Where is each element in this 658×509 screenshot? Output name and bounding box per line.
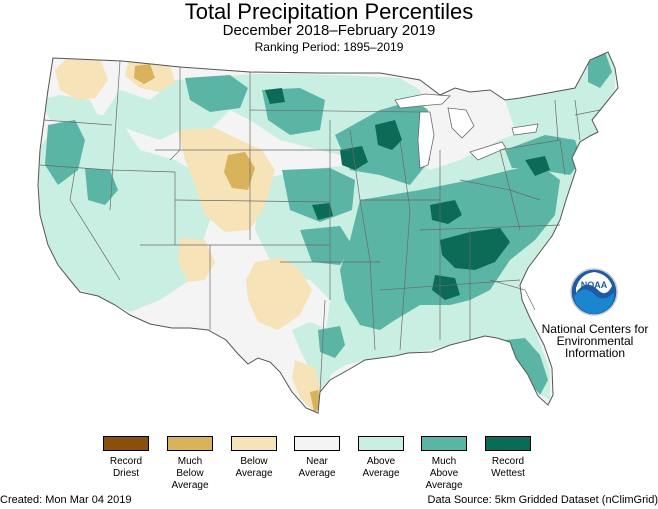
legend-swatch-record-driest [103, 436, 149, 451]
record-wettest-tennessee [440, 228, 510, 270]
much-below-average-wyoming [224, 152, 255, 190]
legend-swatch-near [294, 436, 340, 451]
much-above-average-kansas [300, 226, 352, 265]
much-above-average-oregon [45, 120, 85, 185]
ncei-name: National Centers for Environmental Infor… [535, 323, 655, 359]
above-average-northeast [505, 52, 615, 140]
record-wettest-dakota [265, 88, 285, 104]
lake-huron [447, 107, 475, 139]
record-wettest-pennsylvania [525, 156, 550, 176]
map-subtitle: December 2018–February 2019 [222, 22, 436, 39]
record-wettest-alabama [432, 275, 460, 300]
much-above-average-maine [588, 52, 612, 88]
created-date: Created: Mon Mar 04 2019 [0, 494, 132, 506]
legend-label-much-above: Much Above Average [425, 456, 463, 491]
below-average-texas [246, 258, 312, 330]
legend-label-near: Near Average [298, 456, 336, 479]
lake-erie [469, 141, 507, 161]
ncei-name-line: National Centers for [541, 322, 649, 336]
legend-label-below: Below Average [235, 456, 273, 479]
much-above-average-nebraska [282, 168, 355, 222]
lake-michigan [417, 111, 435, 169]
legend-swatch-record-wettest [485, 436, 531, 451]
legend-swatch-below [231, 436, 277, 451]
lake-ontario [511, 123, 539, 136]
legend-swatch-above [358, 436, 404, 451]
much-above-average-mid-atlantic [505, 135, 582, 175]
ncei-name-line: Information [564, 346, 626, 360]
much-above-average-nevada [85, 168, 118, 205]
noaa-logo-icon: NOAA [570, 268, 618, 316]
map-title: Total Precipitation Percentiles [184, 0, 474, 24]
lake-superior [394, 93, 451, 109]
below-average-northwest [55, 55, 108, 100]
record-wettest-kansas [312, 203, 333, 220]
record-wettest-kentucky [430, 200, 462, 224]
legend-label-much-below: Much Below Average [171, 456, 209, 491]
below-average-rockies [178, 128, 275, 232]
record-wettest-wisconsin [375, 120, 402, 150]
above-average-north [40, 74, 425, 160]
above-average-west [38, 112, 210, 312]
much-above-average-montana [185, 75, 248, 112]
legend-swatch-much-above [421, 436, 467, 451]
legend-label-record-wettest: Record Wettest [491, 456, 525, 479]
legend-label-above: Above Average [362, 456, 400, 479]
legend-label-record-driest: Record Driest [109, 456, 143, 479]
much-above-average-florida [505, 338, 548, 395]
much-below-average-idaho [134, 64, 155, 84]
ncei-name-line: Environmental [556, 334, 634, 348]
noaa-logo-text: NOAA [581, 280, 608, 290]
ranking-period: Ranking Period: 1895–2019 [254, 40, 404, 54]
below-average-southwest [178, 238, 215, 282]
much-above-average-texas-coast [318, 326, 345, 358]
legend-swatch-much-below [167, 436, 213, 451]
state-boundaries [39, 60, 601, 393]
data-source: Data Source: 5km Gridded Dataset (nClimG… [427, 494, 658, 506]
